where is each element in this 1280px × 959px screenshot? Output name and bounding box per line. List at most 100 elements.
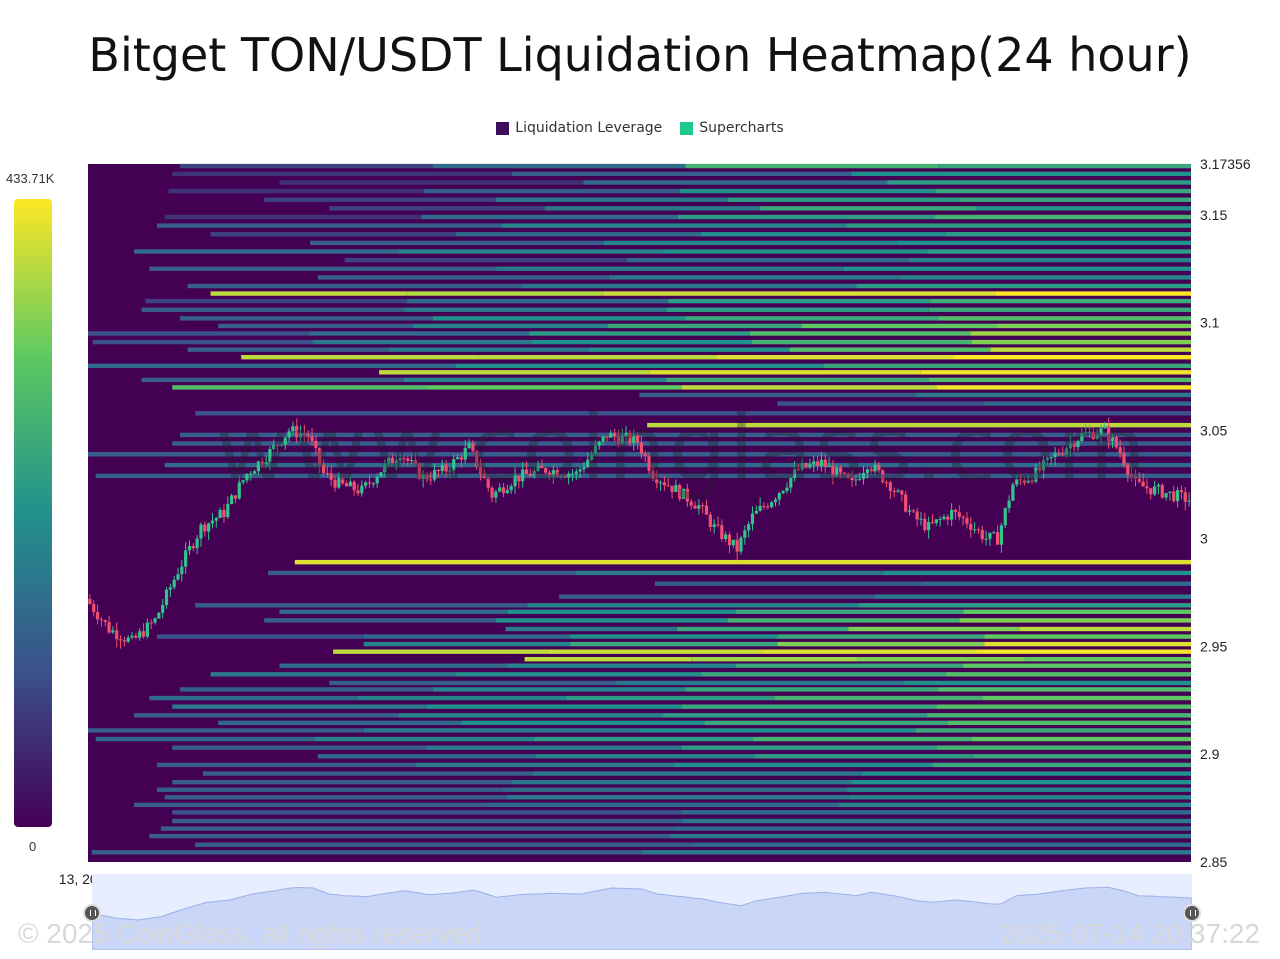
heatmap-cell <box>735 663 964 668</box>
timestamp-text: 2025-07-14 20:37:22 <box>1000 918 1260 949</box>
heatmap-cell <box>210 672 456 677</box>
heatmap-cell <box>752 736 972 742</box>
candle-body <box>643 453 647 457</box>
candle-body <box>387 457 391 464</box>
candle-body <box>961 516 965 519</box>
heatmap-cell <box>639 728 916 733</box>
candle-body <box>842 472 846 474</box>
slider-left-handle[interactable] <box>83 904 101 922</box>
candle-body <box>823 459 827 467</box>
candle-body <box>720 525 724 540</box>
heatmap-cell <box>607 323 802 329</box>
candle-body <box>233 495 238 499</box>
candle-body <box>950 509 954 520</box>
candle-body <box>187 545 192 551</box>
candle-body <box>999 525 1004 545</box>
candle-body <box>410 460 414 462</box>
heatmap-cell <box>195 411 1192 416</box>
candle-body <box>559 476 563 478</box>
heatmap-cell <box>432 316 686 321</box>
heatmap-cell <box>848 795 1191 800</box>
legend-item-liquidation-leverage[interactable]: Liquidation Leverage <box>496 120 662 136</box>
candle-body <box>609 432 613 438</box>
candle-body <box>498 487 502 492</box>
heatmap-cell <box>168 188 425 194</box>
candle-body <box>199 524 203 539</box>
heatmap-cell <box>922 581 1191 586</box>
heatmap-cell <box>279 609 508 614</box>
heatmap-cell <box>141 377 404 383</box>
candle-body <box>574 471 578 474</box>
heatmap-cell <box>559 594 876 599</box>
candle-body <box>685 488 689 502</box>
candle-body <box>739 537 743 552</box>
candle-body <box>766 506 770 508</box>
candle-body <box>965 518 969 524</box>
candle-body <box>758 505 762 511</box>
candle-body <box>272 444 276 450</box>
candle-body <box>900 490 904 495</box>
heatmap-cell <box>88 728 364 733</box>
legend-item-supercharts[interactable]: Supercharts <box>680 120 784 136</box>
heatmap-cell <box>749 331 971 336</box>
heatmap-cell <box>679 188 936 194</box>
heatmap-cell <box>575 570 884 576</box>
candle-body <box>873 464 877 472</box>
candle-body <box>678 485 682 499</box>
candle-body <box>379 472 383 477</box>
heatmap-cell <box>398 249 663 254</box>
heatmap-cell <box>421 214 678 220</box>
heatmap-cell <box>432 163 686 169</box>
candle-body <box>153 618 157 623</box>
heatmap-cell <box>88 331 309 336</box>
heatmap-cell <box>760 206 976 211</box>
candle-body <box>1153 486 1157 495</box>
y-tick-label: 3.1 <box>1200 315 1220 331</box>
candle-body <box>540 465 544 469</box>
candle-body <box>708 514 712 528</box>
candle-body <box>1126 464 1130 475</box>
candle-body <box>800 462 804 470</box>
heatmap-cell <box>693 842 1191 847</box>
candle-body <box>191 545 195 549</box>
candle-body <box>647 456 651 471</box>
candle-body <box>1038 467 1042 471</box>
candle-body <box>613 432 617 437</box>
candle-body <box>869 469 873 472</box>
heatmap-cell <box>406 298 669 304</box>
time-range-slider[interactable] <box>91 874 1193 951</box>
candle-body <box>995 532 1000 545</box>
heatmap-cell <box>241 355 479 360</box>
candle-body <box>693 505 697 509</box>
heatmap-cell <box>700 672 946 677</box>
heatmap-cell <box>762 649 977 654</box>
heatmap-cell <box>838 802 1191 808</box>
candle-body <box>1053 453 1057 458</box>
heatmap-cell <box>685 316 939 321</box>
candle-body <box>1172 491 1176 502</box>
heatmap-cell <box>975 206 1191 211</box>
heatmap-cell <box>565 695 775 701</box>
heatmap-cell <box>926 713 1191 718</box>
candle-body <box>984 538 988 540</box>
heatmap-cell <box>936 385 1191 390</box>
heatmap-cell <box>953 355 1191 360</box>
candle-body <box>1141 481 1145 487</box>
heatmap-cell <box>676 626 849 632</box>
candle-body <box>904 494 908 512</box>
heatmap-cell <box>681 704 937 709</box>
heatmap-cell <box>279 180 584 185</box>
candle-body <box>524 469 529 474</box>
heatmap-cell <box>202 771 533 776</box>
heatmap-cell <box>798 291 995 296</box>
candle-body <box>651 470 655 479</box>
candle-body <box>593 445 598 455</box>
heatmap-cell <box>187 347 389 352</box>
legend: Liquidation Leverage Supercharts <box>0 120 1280 136</box>
slider-preview <box>91 886 1193 951</box>
candle-body <box>164 589 169 605</box>
candle-body <box>475 450 479 467</box>
slider-right-handle[interactable] <box>1183 904 1201 922</box>
candle-body <box>161 604 165 613</box>
